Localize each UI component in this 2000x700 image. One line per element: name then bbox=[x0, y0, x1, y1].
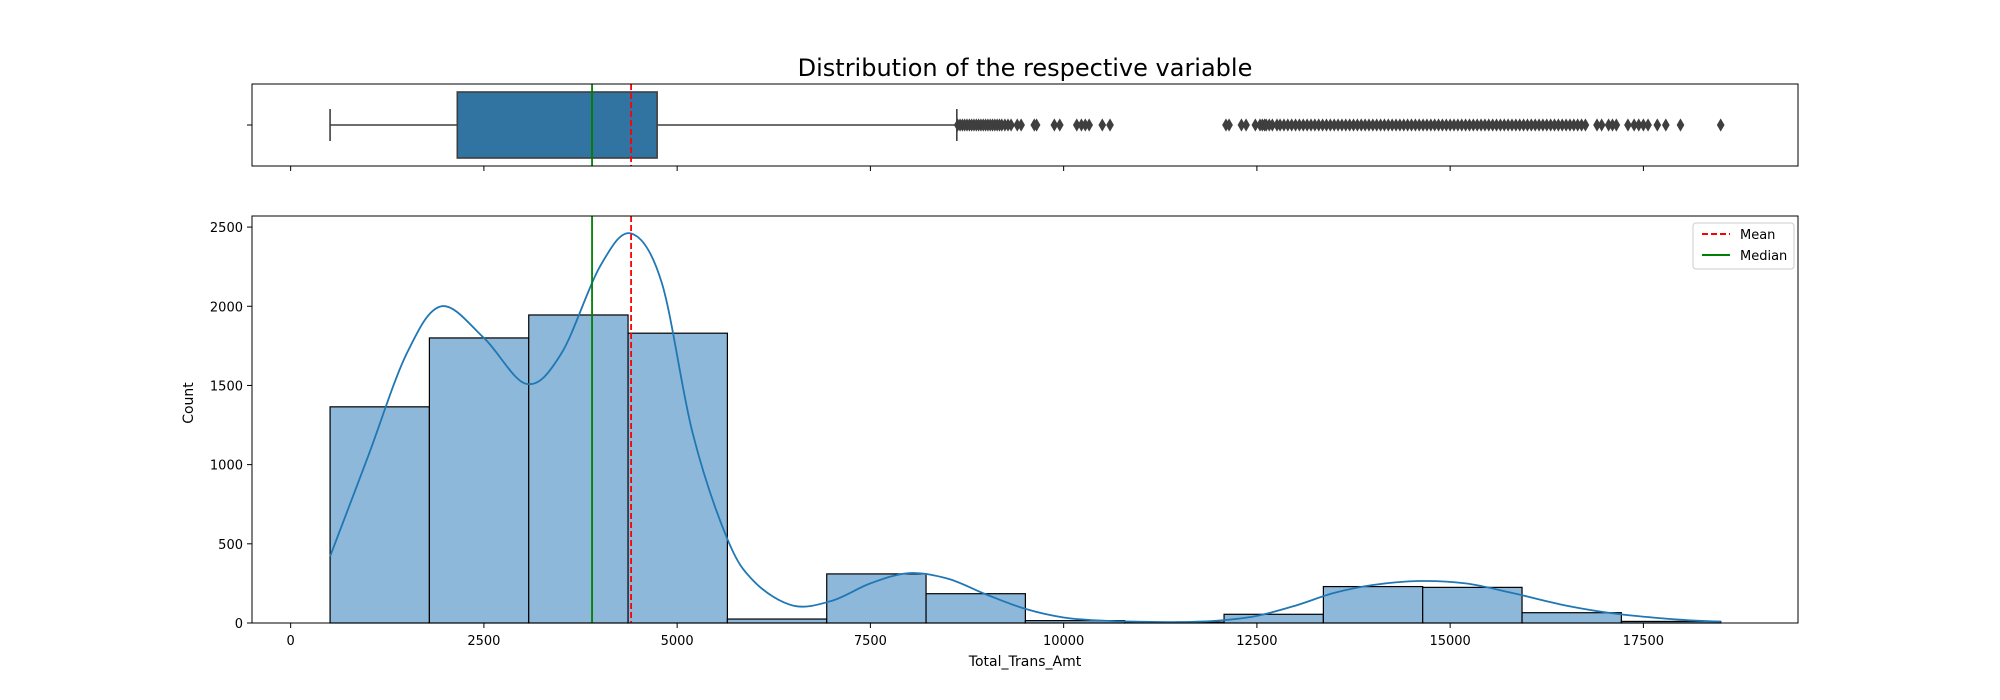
boxplot-outlier bbox=[1106, 118, 1114, 132]
x-tick-label: 2500 bbox=[467, 634, 500, 649]
histogram-bar bbox=[1322, 585, 1424, 624]
x-tick-label: 17500 bbox=[1623, 634, 1664, 649]
legend-mean-label: Mean bbox=[1740, 228, 1775, 243]
x-tick-label: 7500 bbox=[854, 634, 887, 649]
y-tick-label: 0 bbox=[235, 617, 243, 632]
y-tick-label: 1500 bbox=[210, 379, 243, 394]
x-tick-label: 12500 bbox=[1236, 634, 1277, 649]
x-axis-label: Total_Trans_Amt bbox=[968, 654, 1082, 670]
legend-frame bbox=[1692, 222, 1795, 270]
boxplot-outlier bbox=[1653, 118, 1662, 132]
chart-title: Distribution of the respective variable bbox=[798, 54, 1253, 82]
boxplot-outlier bbox=[1055, 118, 1064, 132]
histogram-bar bbox=[627, 332, 728, 624]
x-tick-label: 15000 bbox=[1429, 634, 1470, 649]
boxplot-outlier bbox=[1098, 118, 1107, 132]
histogram-bar bbox=[1422, 586, 1523, 624]
x-tick-label: 0 bbox=[287, 634, 295, 649]
histogram-bar bbox=[925, 593, 1026, 624]
boxplot-axes bbox=[247, 83, 1799, 171]
y-tick-label: 1000 bbox=[210, 459, 243, 474]
boxplot-outlier bbox=[1597, 118, 1606, 132]
kde-curve bbox=[329, 232, 1721, 624]
boxplot-outlier bbox=[1007, 118, 1015, 132]
x-tick-label: 5000 bbox=[661, 634, 694, 649]
boxplot-outlier bbox=[1676, 118, 1685, 132]
boxplot-outlier bbox=[1017, 118, 1025, 132]
legend: Mean Median bbox=[1692, 222, 1795, 270]
boxplot-outlier bbox=[1624, 118, 1632, 132]
histogram-frame bbox=[251, 215, 1799, 624]
histogram-bar bbox=[428, 337, 530, 624]
histogram-bar bbox=[1521, 612, 1622, 624]
y-tick-label: 2500 bbox=[210, 221, 243, 236]
boxplot-outlier bbox=[1050, 118, 1059, 132]
boxplot-outlier bbox=[1661, 118, 1670, 132]
y-tick-label: 2000 bbox=[210, 300, 243, 315]
boxplot-outlier bbox=[1581, 118, 1590, 132]
boxplot-outlier bbox=[1716, 118, 1725, 132]
boxplot-box bbox=[456, 91, 658, 159]
boxplot-outlier bbox=[1085, 118, 1094, 132]
boxplot-outlier bbox=[1225, 118, 1233, 132]
x-tick-label: 10000 bbox=[1043, 634, 1084, 649]
histogram-bar bbox=[528, 314, 629, 624]
y-axis-label: Count bbox=[181, 382, 197, 424]
y-tick-label: 500 bbox=[218, 538, 243, 553]
boxplot-outlier bbox=[1644, 118, 1652, 132]
boxplot-outlier bbox=[1032, 118, 1041, 132]
histogram-bar bbox=[726, 618, 828, 624]
boxplot-outlier bbox=[1612, 118, 1621, 132]
legend-median-label: Median bbox=[1740, 249, 1787, 264]
histogram-axes: 0 2500 5000 7500 10000 12500 15000 17500 0 500 100… bbox=[210, 215, 1799, 649]
boxplot-outlier bbox=[1242, 118, 1250, 132]
